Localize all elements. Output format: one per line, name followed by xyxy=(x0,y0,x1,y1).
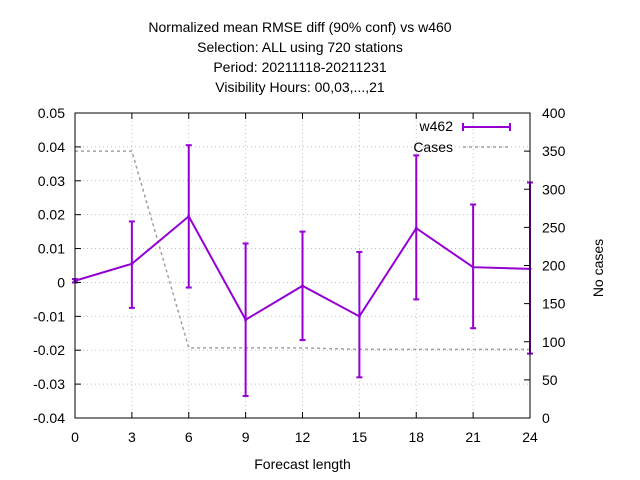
legend: w462 Cases xyxy=(413,118,511,155)
y2-tick-label: 200 xyxy=(542,258,566,274)
y-tick-label: 0.01 xyxy=(38,241,65,257)
y2-tick-label: 300 xyxy=(542,181,566,197)
chart-title-line-4: Visibility Hours: 00,03,...,21 xyxy=(215,79,385,95)
w462-point xyxy=(130,262,134,266)
x-tick-label: 24 xyxy=(522,429,538,445)
chart-title-line-2: Selection: ALL using 720 stations xyxy=(197,39,403,55)
w462-point xyxy=(471,265,475,269)
y2-axis-label: No cases xyxy=(590,238,606,298)
x-tick-label: 18 xyxy=(408,429,424,445)
y-tick-label: 0.05 xyxy=(38,105,65,121)
x-tick-label: 6 xyxy=(185,429,193,445)
w462-point xyxy=(301,284,304,288)
y-tick-label: -0.04 xyxy=(33,410,65,426)
chart-title-line-3: Period: 20211118-20211231 xyxy=(213,59,387,75)
x-tick-label: 15 xyxy=(352,429,368,445)
w462-point xyxy=(187,214,191,218)
axis-ticks: 0 3 6 9 12 15 18 21 24 0.05 0.04 0.03 0.02 0.01 0 -0.01… xyxy=(33,105,565,445)
y-tick-label: 0.03 xyxy=(38,173,65,189)
w462-point xyxy=(357,314,361,318)
x-tick-label: 9 xyxy=(242,429,250,445)
y-tick-label: 0.02 xyxy=(38,207,65,223)
w462-point xyxy=(414,226,418,230)
y-tick-label: -0.02 xyxy=(33,342,65,358)
y-tick-label: -0.01 xyxy=(33,308,65,324)
y2-tick-label: 50 xyxy=(542,372,558,388)
x-axis-label: Forecast length xyxy=(254,456,351,472)
legend-label-cases: Cases xyxy=(413,139,453,155)
y2-tick-label: 350 xyxy=(542,143,566,159)
w462-point xyxy=(244,318,248,322)
y-tick-label: -0.03 xyxy=(33,376,65,392)
y-tick-label: 0 xyxy=(57,274,65,290)
x-tick-label: 3 xyxy=(128,429,136,445)
x-tick-label: 12 xyxy=(295,429,311,445)
y2-tick-label: 100 xyxy=(542,334,566,350)
y-tick-label: 0.04 xyxy=(38,139,65,155)
x-tick-label: 0 xyxy=(71,429,79,445)
y2-tick-label: 400 xyxy=(542,105,566,121)
y2-tick-label: 0 xyxy=(542,410,550,426)
y2-tick-label: 250 xyxy=(542,219,566,235)
x-tick-label: 21 xyxy=(465,429,481,445)
w462-series xyxy=(72,144,533,397)
chart-title-line-1: Normalized mean RMSE diff (90% conf) vs … xyxy=(148,19,452,35)
legend-label-w462: w462 xyxy=(419,118,454,134)
y2-tick-label: 150 xyxy=(542,296,566,312)
